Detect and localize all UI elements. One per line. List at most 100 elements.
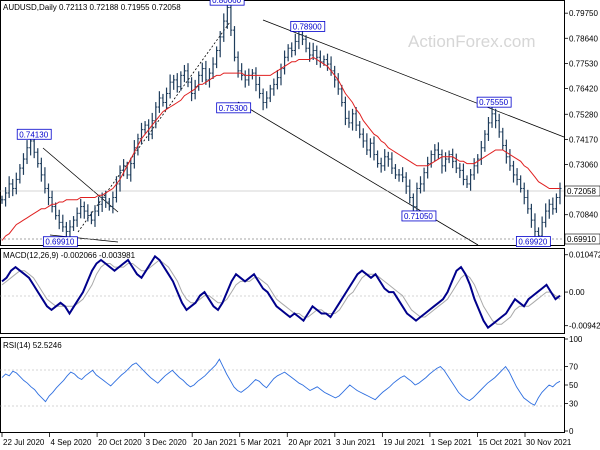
price-annotations: 0.80060 0.78900 0.75550 0.75300 0.74130 0.710… <box>16 0 551 248</box>
price-bar <box>451 148 455 169</box>
price-bar <box>315 45 319 65</box>
price-bar <box>100 192 104 212</box>
annotation-label: 0.69920 <box>515 236 551 247</box>
macd-tick-label: -0.009426 <box>569 322 600 331</box>
price-bar <box>36 148 40 168</box>
price-tick-label: 0.76420 <box>569 84 598 93</box>
price-bar <box>372 136 376 161</box>
rsi-panel-frame <box>0 337 565 433</box>
rsi-polyline <box>1 358 561 406</box>
price-bar <box>497 113 501 138</box>
price-bar <box>558 182 562 205</box>
price-bar <box>129 157 133 182</box>
price-bar <box>18 164 22 184</box>
x-tick-label: 1 Sep 2021 <box>431 438 472 447</box>
price-bar <box>240 63 244 81</box>
price-bar <box>218 31 222 58</box>
rsi-axis: 100 70 50 30 0 <box>564 335 583 436</box>
annotation-label: 0.75300 <box>216 102 252 114</box>
price-bar <box>415 182 419 214</box>
price-bar <box>54 202 58 220</box>
price-bar <box>368 138 372 158</box>
price-bar <box>215 46 219 69</box>
price-bar <box>472 158 476 180</box>
price-bar <box>293 33 297 56</box>
price-bar <box>401 167 405 183</box>
price-bar <box>265 91 269 109</box>
price-tick-label: 0.78640 <box>569 34 598 43</box>
macd-lines <box>1 254 561 330</box>
price-bar <box>436 142 440 160</box>
price-bar <box>179 71 183 91</box>
price-bar <box>47 183 50 206</box>
price-bar <box>419 176 422 194</box>
price-bar <box>354 107 358 132</box>
price-bar <box>376 150 380 168</box>
rsi-title: RSI(14) 52.5246 <box>3 341 62 350</box>
price-bar <box>404 172 408 194</box>
price-tick-label: 0.77530 <box>569 59 598 68</box>
price-bar <box>440 149 444 174</box>
macd-tick-label: 0.00 <box>569 288 585 297</box>
price-bar <box>454 153 458 174</box>
price-bar <box>490 106 494 128</box>
price-bar <box>508 149 512 171</box>
price-bar <box>4 187 8 207</box>
price-bar <box>172 74 176 90</box>
price-bar <box>408 179 412 204</box>
price-bar <box>512 160 515 183</box>
macd-title: MACD(12,26,9) -0.002066 -0.003981 <box>3 251 136 260</box>
price-bar <box>72 216 76 231</box>
price-tick-label: 0.73060 <box>569 160 598 169</box>
x-tick-label: 30 Nov 2021 <box>526 438 572 447</box>
price-bar <box>89 211 93 225</box>
price-bar <box>397 169 401 182</box>
price-bar <box>75 207 79 227</box>
watermark: ActionForex.com <box>408 32 536 51</box>
x-tick-label: 3 Dec 2020 <box>146 438 187 447</box>
price-bar <box>165 87 169 110</box>
price-bar <box>522 182 526 205</box>
price-bar <box>233 26 236 62</box>
price-bar <box>333 65 337 88</box>
price-bar <box>97 196 101 217</box>
x-tick-label: 15 Oct 2021 <box>478 438 522 447</box>
price-bar <box>422 167 426 192</box>
annotation-text: 0.69910 <box>45 238 74 247</box>
x-tick-label: 3 Jun 2021 <box>336 438 376 447</box>
price-bar <box>501 127 505 150</box>
ma-polyline <box>1 56 560 241</box>
price-bar <box>283 50 287 75</box>
price-bar <box>461 163 465 186</box>
price-bar <box>14 172 18 195</box>
annotation-label: 0.69910 <box>42 236 78 248</box>
annotation-label: 0.78900 <box>290 21 326 32</box>
rsi-tick-label: 0 <box>569 427 574 436</box>
price-bar <box>182 64 186 83</box>
price-panel-frame <box>0 0 565 246</box>
price-bar <box>43 167 47 194</box>
price-bar <box>504 139 508 164</box>
current-price-tag: 0.72058 <box>567 187 596 196</box>
price-bar <box>104 190 108 208</box>
x-tick-label: 20 Apr 2021 <box>288 438 332 447</box>
resistance-trendline <box>262 19 565 138</box>
price-tick-label: 0.70840 <box>569 211 598 220</box>
price-bar <box>386 151 390 167</box>
price-bar <box>519 175 523 193</box>
price-bars <box>0 0 562 243</box>
x-tick-label: 4 Sep 2020 <box>51 438 92 447</box>
price-bar <box>551 197 555 215</box>
price-bar <box>204 60 208 85</box>
x-tick-label: 19 Jul 2021 <box>383 438 425 447</box>
price-bar <box>86 204 90 222</box>
support-trendline <box>49 234 119 243</box>
annotation-text: 0.69920 <box>518 238 547 247</box>
annotation-text: 0.80060 <box>212 0 241 5</box>
price-bar <box>143 121 147 134</box>
price-bar <box>150 112 154 140</box>
annotation-label: 0.80060 <box>209 0 245 6</box>
price-bar <box>268 84 272 103</box>
price-bar <box>68 220 72 238</box>
